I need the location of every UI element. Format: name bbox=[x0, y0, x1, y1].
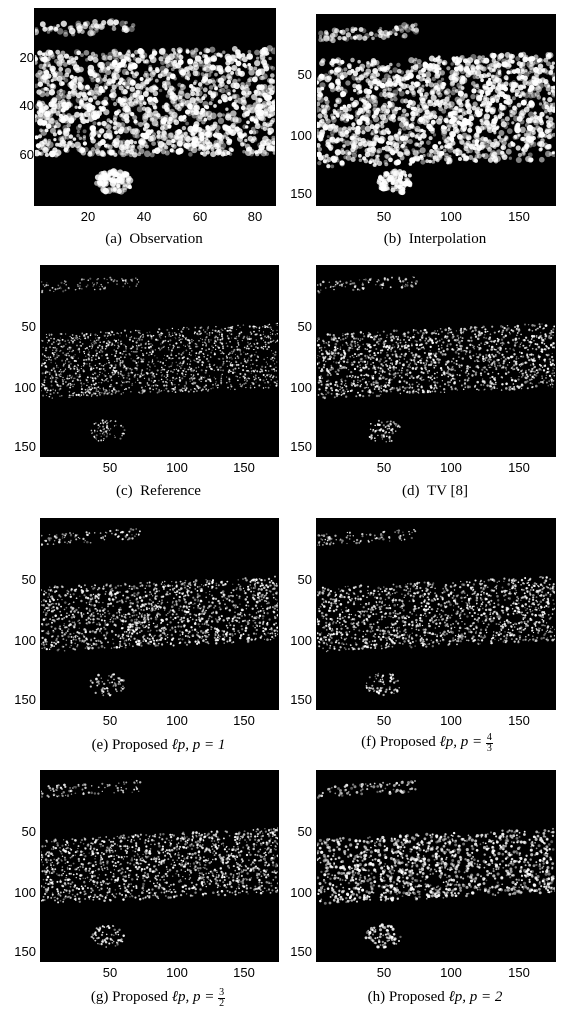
xtick: 100 bbox=[440, 965, 462, 980]
xtick: 50 bbox=[376, 965, 392, 980]
caption-h: (h) Proposed ℓp, p = 2 bbox=[367, 989, 503, 1005]
texture-c bbox=[41, 276, 278, 442]
image-interpolation bbox=[316, 14, 556, 206]
ytick: 100 bbox=[290, 885, 312, 900]
ytick: 100 bbox=[14, 885, 36, 900]
texture-d bbox=[317, 276, 555, 443]
ytick: 60 bbox=[19, 147, 34, 162]
ytick: 50 bbox=[297, 572, 312, 587]
image-observation bbox=[34, 8, 276, 206]
xtick: 150 bbox=[233, 460, 255, 475]
ytick: 40 bbox=[19, 98, 34, 113]
ytick: 150 bbox=[290, 186, 312, 201]
xtick: 100 bbox=[166, 713, 188, 728]
xtick: 50 bbox=[102, 460, 118, 475]
texture-f bbox=[317, 528, 555, 697]
xtick: 100 bbox=[440, 713, 462, 728]
xtick: 50 bbox=[376, 460, 392, 475]
texture-a bbox=[35, 17, 275, 195]
ytick: 100 bbox=[290, 380, 312, 395]
xtick: 50 bbox=[102, 965, 118, 980]
ytick: 150 bbox=[14, 439, 36, 454]
texture-e bbox=[41, 527, 278, 697]
xtick: 50 bbox=[102, 713, 118, 728]
ytick: 150 bbox=[14, 692, 36, 707]
xtick: 150 bbox=[233, 713, 255, 728]
ytick: 50 bbox=[21, 319, 36, 334]
ytick: 150 bbox=[290, 944, 312, 959]
texture-g bbox=[41, 779, 278, 948]
caption-a: (a) Observation bbox=[105, 231, 203, 247]
image-reference bbox=[40, 265, 279, 457]
ytick: 50 bbox=[21, 824, 36, 839]
xtick: 100 bbox=[440, 209, 462, 224]
ytick: 100 bbox=[14, 380, 36, 395]
xtick: 100 bbox=[166, 965, 188, 980]
ytick: 150 bbox=[290, 692, 312, 707]
ytick: 50 bbox=[297, 67, 312, 82]
xtick: 150 bbox=[508, 460, 530, 475]
ytick: 100 bbox=[290, 633, 312, 648]
xtick: 50 bbox=[376, 713, 392, 728]
texture-h bbox=[317, 780, 555, 949]
texture-b bbox=[317, 22, 555, 196]
image-proposed-p43 bbox=[316, 518, 556, 710]
xtick: 150 bbox=[508, 965, 530, 980]
image-proposed-p2 bbox=[316, 770, 556, 962]
caption-c: (c) Reference bbox=[116, 483, 201, 499]
xtick: 20 bbox=[80, 209, 96, 224]
image-proposed-p1 bbox=[40, 518, 279, 710]
caption-d: (d) TV [8] bbox=[402, 483, 468, 499]
ytick: 100 bbox=[290, 128, 312, 143]
xtick: 150 bbox=[508, 209, 530, 224]
caption-b: (b) Interpolation bbox=[383, 231, 487, 247]
xtick: 60 bbox=[192, 209, 208, 224]
xtick: 100 bbox=[166, 460, 188, 475]
xtick: 40 bbox=[136, 209, 152, 224]
xtick: 50 bbox=[376, 209, 392, 224]
ytick: 50 bbox=[297, 319, 312, 334]
image-proposed-p32 bbox=[40, 770, 279, 962]
image-tv bbox=[316, 265, 556, 457]
xtick: 150 bbox=[233, 965, 255, 980]
xtick: 100 bbox=[440, 460, 462, 475]
ytick: 50 bbox=[21, 572, 36, 587]
ytick: 20 bbox=[19, 50, 34, 65]
xtick: 150 bbox=[508, 713, 530, 728]
ytick: 150 bbox=[290, 439, 312, 454]
ytick: 100 bbox=[14, 633, 36, 648]
xtick: 80 bbox=[247, 209, 263, 224]
ytick: 150 bbox=[14, 944, 36, 959]
caption-e: (e) Proposed ℓp, p = 1 bbox=[91, 737, 226, 753]
ytick: 50 bbox=[297, 824, 312, 839]
